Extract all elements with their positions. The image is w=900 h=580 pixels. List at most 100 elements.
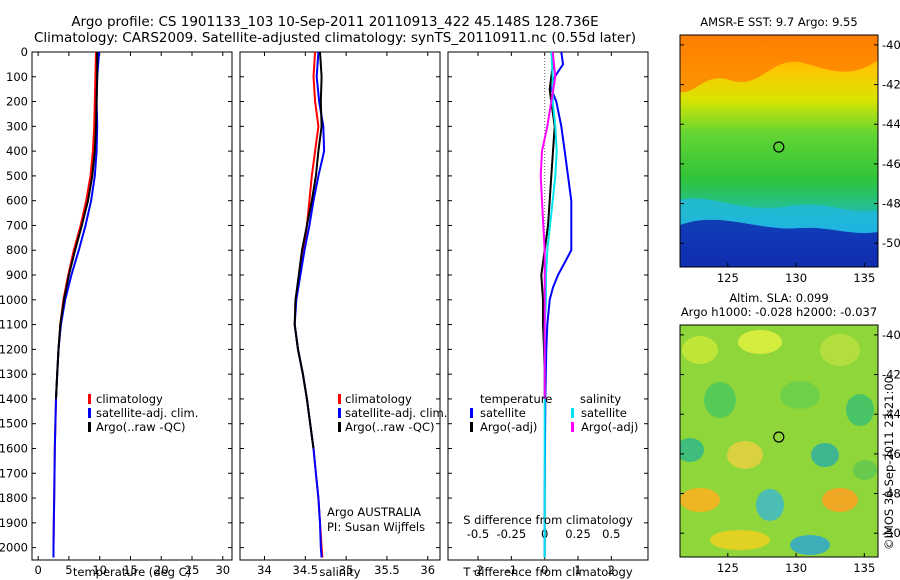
legend-label-s-argo: Argo(-adj) (581, 420, 638, 434)
x-tick-label: 36 (420, 563, 435, 577)
sla-eddy (680, 488, 720, 512)
salinity-plot: 34 34.5 35 35.5 36 (240, 51, 440, 577)
y-tick-label: 2000 (0, 541, 28, 555)
y-tick-label: 0 (21, 45, 28, 59)
y-tick-label: 600 (6, 194, 28, 208)
legend-label-s-satellite: satellite (581, 406, 627, 420)
sla-eddy (820, 334, 860, 366)
sla-map-frame (679, 324, 879, 558)
sst-cold-band (680, 219, 878, 267)
header-subtitle: Climatology: CARS2009. Satellite-adjuste… (34, 30, 636, 46)
map-y-tick-label: -48 (882, 197, 900, 211)
legend-label-argo: Argo(..raw -QC) (345, 420, 435, 434)
legend-swatch-climatology (88, 394, 91, 404)
legend-title-temperature: temperature (480, 392, 552, 406)
x-tick-label: 34 (257, 563, 272, 577)
x-tick-label: 30 (215, 563, 230, 577)
map-x-tick-label: 125 (717, 271, 739, 285)
y-tick-label: 500 (6, 169, 28, 183)
legend-title-salinity: salinity (580, 392, 621, 406)
x-tick-label: 34.5 (293, 563, 319, 577)
map-y-tick-label: -40 (882, 38, 900, 52)
y-tick-label: 1400 (0, 392, 28, 406)
map-y-tick-label: -50 (882, 526, 900, 540)
sla-eddies (680, 330, 877, 555)
x2-tick-label: -0.25 (496, 527, 526, 541)
x-tick-label: 5 (65, 563, 72, 577)
x-tick-label: -1 (506, 563, 517, 577)
sla-map-title: Altim. SLA: 0.099 (729, 291, 828, 305)
legend-label-t-satellite: satellite (480, 406, 526, 420)
y-tick-label: 800 (6, 243, 28, 257)
map-y-tick-label: -44 (882, 117, 900, 131)
sst-map-axes: -40 -42 -44 -46 -48 -50 125 130 135 (680, 38, 900, 285)
x-tick-label: 35 (339, 563, 354, 577)
y-tick-label: 1800 (0, 491, 28, 505)
sla-heatmap (680, 325, 878, 557)
series-line-salinity-argo-adj- (539, 51, 557, 399)
legend-label-satellite: satellite-adj. clim. (96, 406, 198, 420)
sst-map-title: AMSR-E SST: 9.7 Argo: 9.55 (700, 15, 857, 29)
x-tick-label: 25 (185, 563, 200, 577)
sla-eddy (756, 489, 784, 521)
y-tick-label: 400 (6, 144, 28, 158)
map-y-tick-label: -42 (882, 78, 900, 92)
temperature-panel (31, 51, 233, 561)
difference-plot: -2 -1 0 1 2-0.5 -0.25 0 0.25 0.5 (448, 51, 648, 577)
legend-swatch-climatology (338, 394, 341, 404)
salinity-xlabel: salinity (319, 565, 360, 579)
difference-legend: temperature salinity satellite Argo(-adj… (470, 392, 638, 434)
x-tick-label: 2 (608, 563, 615, 577)
sst-warm-blob (680, 35, 878, 93)
sst-cyan-band (680, 198, 878, 233)
map-y-tick-label: -44 (882, 407, 900, 421)
x-tick-label: 10 (92, 563, 107, 577)
y-tick-label: 1200 (0, 342, 28, 356)
map-y-tick-label: -46 (882, 447, 900, 461)
sla-eddy (790, 535, 830, 555)
legend-label-satellite: satellite-adj. clim. (345, 406, 447, 420)
x-tick-label: 35.5 (374, 563, 400, 577)
map-y-tick-label: -48 (882, 487, 900, 501)
map-x-tick-label: 135 (853, 271, 875, 285)
y-tick-label: 1600 (0, 441, 28, 455)
imos-stamp: ©IMOS 30-Sep-2011 23:21:00 (882, 376, 896, 550)
series-line-argo-raw-qc (55, 52, 99, 399)
header-title: Argo profile: CS 1901133_103 10-Sep-2011… (71, 14, 598, 30)
legend-swatch-t-satellite (470, 408, 473, 418)
legend-label-t-argo: Argo(-adj) (480, 420, 537, 434)
y-tick-label: 1000 (0, 293, 28, 307)
sla-eddy (710, 530, 770, 550)
sst-map: -40 -42 -44 -46 -48 -50 125 130 135 (679, 34, 900, 285)
series-line-temperature-argo-adj- (540, 51, 556, 399)
sla-eddy (680, 438, 704, 462)
difference-xlabel: T difference from climatology (462, 565, 633, 579)
credit-org: Argo AUSTRALIA (327, 505, 421, 519)
argo-location-marker (773, 141, 785, 153)
sst-heatmap (680, 35, 878, 267)
x-tick-label: 1 (574, 563, 581, 577)
sla-eddy (704, 382, 736, 418)
series-line-argo-raw-qc (293, 51, 323, 449)
x-tick-label: 0 (541, 563, 548, 577)
legend-label-climatology: climatology (345, 392, 412, 406)
sla-eddy (780, 381, 820, 409)
sla-eddy (811, 443, 839, 467)
salinity-legend: climatology satellite-adj. clim. Argo(..… (338, 392, 447, 434)
map-y-tick-label: -50 (882, 236, 900, 250)
map-x-tick-label: 135 (853, 561, 875, 575)
y-tick-label: 1700 (0, 466, 28, 480)
y-tick-label: 1500 (0, 417, 28, 431)
x2-tick-label: -0.5 (467, 527, 489, 541)
y-tick-label: 100 (6, 70, 28, 84)
sla-eddy (727, 441, 763, 469)
legend-swatch-satellite (338, 408, 341, 418)
difference-panel (447, 51, 649, 561)
legend-swatch-s-argo (571, 422, 574, 432)
sst-map-frame (679, 34, 879, 268)
temperature-legend: climatology satellite-adj. clim. Argo(..… (88, 392, 198, 434)
map-y-tick-label: -40 (882, 328, 900, 342)
y-tick-label: 300 (6, 119, 28, 133)
argo-location-marker (773, 431, 785, 443)
